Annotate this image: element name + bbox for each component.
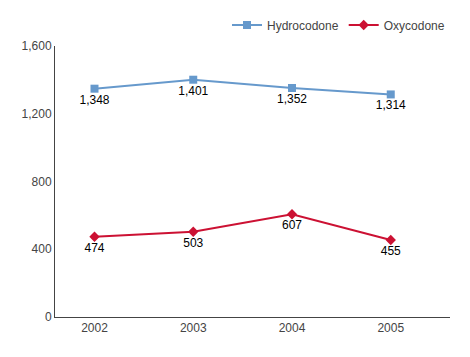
svg-text:503: 503: [183, 236, 203, 250]
svg-text:2004: 2004: [279, 321, 306, 335]
svg-text:1,200: 1,200: [22, 107, 52, 121]
svg-text:607: 607: [282, 218, 302, 232]
svg-text:Hydrocodone: Hydrocodone: [267, 19, 339, 33]
svg-text:2005: 2005: [377, 321, 404, 335]
svg-text:400: 400: [32, 242, 52, 256]
svg-text:474: 474: [84, 241, 104, 255]
svg-text:2003: 2003: [180, 321, 207, 335]
svg-text:455: 455: [381, 244, 401, 258]
svg-text:0: 0: [45, 310, 52, 324]
svg-text:1,314: 1,314: [376, 98, 406, 112]
svg-text:1,348: 1,348: [79, 93, 109, 107]
svg-text:2002: 2002: [81, 321, 108, 335]
svg-text:1,352: 1,352: [277, 92, 307, 106]
svg-text:1,401: 1,401: [178, 84, 208, 98]
svg-text:800: 800: [32, 175, 52, 189]
svg-text:1,600: 1,600: [22, 39, 52, 53]
svg-text:Oxycodone: Oxycodone: [384, 19, 445, 33]
